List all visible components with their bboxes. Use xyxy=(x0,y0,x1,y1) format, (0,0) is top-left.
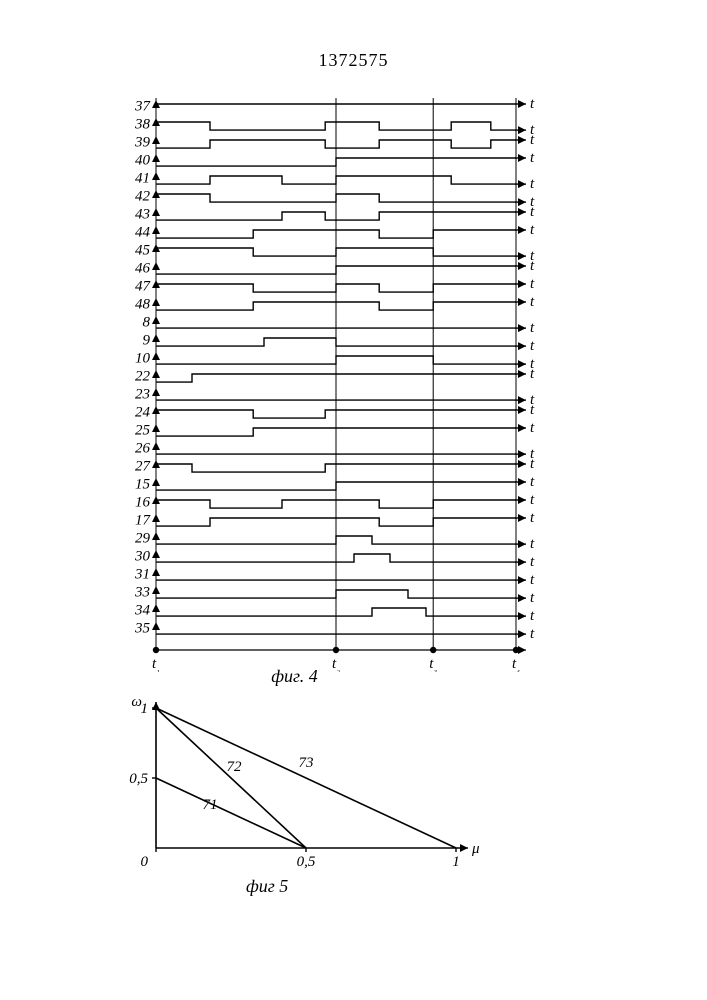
svg-text:t₂: t₂ xyxy=(332,656,340,672)
svg-text:1: 1 xyxy=(141,701,149,717)
svg-text:45: 45 xyxy=(135,242,151,258)
svg-text:t: t xyxy=(530,222,535,238)
svg-text:40: 40 xyxy=(135,152,151,168)
svg-text:t: t xyxy=(530,554,535,570)
svg-text:t: t xyxy=(530,338,535,354)
svg-text:t: t xyxy=(530,258,535,274)
svg-text:22: 22 xyxy=(135,368,151,384)
svg-text:0,5: 0,5 xyxy=(297,854,316,870)
svg-text:30: 30 xyxy=(134,548,151,564)
svg-text:t₄: t₄ xyxy=(512,656,520,672)
svg-text:t: t xyxy=(530,420,535,436)
fig4-timing-diagram: 37 t 38 t 39 t 40 t 41 t 42 t 43 t 44 t 45 t 46 t 47 t 48 t 8 t 9 t… xyxy=(116,92,546,672)
svg-text:72: 72 xyxy=(227,759,243,775)
svg-text:31: 31 xyxy=(134,566,150,582)
svg-text:23: 23 xyxy=(135,386,150,402)
svg-text:t: t xyxy=(530,320,535,336)
svg-text:0,5: 0,5 xyxy=(129,771,148,787)
svg-text:47: 47 xyxy=(135,278,152,294)
fig5-caption: фиг 5 xyxy=(246,876,288,897)
svg-text:t: t xyxy=(530,96,535,112)
svg-text:0: 0 xyxy=(141,854,149,870)
svg-text:t: t xyxy=(530,474,535,490)
svg-text:8: 8 xyxy=(143,314,151,330)
svg-text:1: 1 xyxy=(452,854,460,870)
svg-text:44: 44 xyxy=(135,224,151,240)
svg-text:t: t xyxy=(530,276,535,292)
svg-text:t₁: t₁ xyxy=(152,656,160,672)
svg-text:25: 25 xyxy=(135,422,151,438)
svg-text:t: t xyxy=(530,150,535,166)
svg-text:t: t xyxy=(530,608,535,624)
svg-text:24: 24 xyxy=(135,404,151,420)
svg-text:t: t xyxy=(530,294,535,310)
svg-text:t₃: t₃ xyxy=(429,656,437,672)
svg-text:16: 16 xyxy=(135,494,151,510)
svg-text:t: t xyxy=(530,590,535,606)
svg-text:71: 71 xyxy=(203,797,218,813)
fig4-caption: фиг. 4 xyxy=(271,666,318,687)
svg-text:t: t xyxy=(530,402,535,418)
svg-text:41: 41 xyxy=(135,170,150,186)
svg-text:10: 10 xyxy=(135,350,151,366)
fig5-chart: ωμ0,5100,51717273 xyxy=(112,690,480,876)
line-73 xyxy=(156,708,456,848)
svg-text:37: 37 xyxy=(134,98,152,114)
svg-text:34: 34 xyxy=(134,602,151,618)
svg-text:t: t xyxy=(530,132,535,148)
svg-text:t: t xyxy=(530,510,535,526)
svg-text:26: 26 xyxy=(135,440,151,456)
svg-text:t: t xyxy=(530,572,535,588)
svg-text:t: t xyxy=(530,536,535,552)
svg-text:39: 39 xyxy=(134,134,151,150)
svg-text:48: 48 xyxy=(135,296,151,312)
svg-text:42: 42 xyxy=(135,188,151,204)
svg-text:73: 73 xyxy=(299,755,314,771)
svg-text:27: 27 xyxy=(135,458,152,474)
svg-text:33: 33 xyxy=(134,584,150,600)
svg-text:38: 38 xyxy=(134,116,151,132)
svg-text:29: 29 xyxy=(135,530,151,546)
svg-text:t: t xyxy=(530,204,535,220)
svg-text:43: 43 xyxy=(135,206,150,222)
line-71 xyxy=(156,778,306,848)
svg-text:μ: μ xyxy=(471,841,480,857)
svg-text:9: 9 xyxy=(143,332,151,348)
svg-text:15: 15 xyxy=(135,476,151,492)
svg-text:t: t xyxy=(530,456,535,472)
svg-text:t: t xyxy=(530,626,535,642)
svg-text:t: t xyxy=(530,176,535,192)
svg-text:46: 46 xyxy=(135,260,151,276)
line-72 xyxy=(156,708,306,848)
patent-number: 1372575 xyxy=(0,50,707,71)
svg-text:t: t xyxy=(530,492,535,508)
svg-text:t: t xyxy=(530,366,535,382)
svg-text:35: 35 xyxy=(134,620,151,636)
svg-text:17: 17 xyxy=(135,512,152,528)
